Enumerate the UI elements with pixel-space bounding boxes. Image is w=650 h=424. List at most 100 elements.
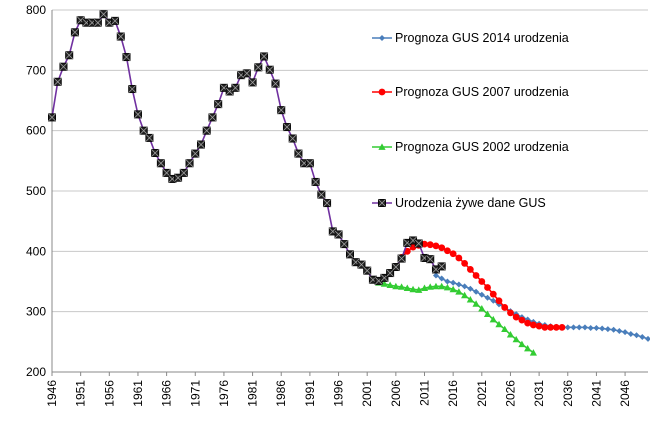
data-point-diamond xyxy=(576,324,583,331)
legend-label: Prognoza GUS 2014 urodzenia xyxy=(395,31,569,45)
data-point-circle xyxy=(535,322,543,330)
x-tick-label: 2006 xyxy=(389,380,403,407)
data-point-triangle xyxy=(455,288,463,295)
data-point-circle xyxy=(426,241,434,249)
data-point-diamond xyxy=(627,330,634,337)
data-point-square xyxy=(282,123,291,132)
data-point-diamond xyxy=(484,294,491,301)
data-point-diamond xyxy=(473,288,480,295)
data-point-diamond xyxy=(478,291,485,298)
data-point-circle xyxy=(512,313,520,321)
y-tick-label: 200 xyxy=(26,365,46,379)
x-tick-label: 2026 xyxy=(503,380,517,407)
data-point-square xyxy=(93,18,102,27)
data-point-square xyxy=(294,149,303,158)
data-point-circle xyxy=(495,297,503,305)
data-point-circle xyxy=(432,242,440,250)
x-tick-label: 1991 xyxy=(303,380,317,407)
square-marker-cross xyxy=(76,16,85,25)
y-tick-label: 500 xyxy=(26,184,46,198)
square-marker-cross xyxy=(191,149,200,158)
data-point-triangle xyxy=(501,325,509,333)
data-point-circle xyxy=(518,316,526,324)
data-point-square xyxy=(397,254,406,263)
data-point-diamond xyxy=(432,272,439,279)
data-point-diamond xyxy=(461,283,468,290)
data-point-diamond xyxy=(616,327,623,334)
data-point-diamond xyxy=(450,279,457,286)
square-marker-cross xyxy=(145,134,154,142)
data-point-diamond xyxy=(587,324,594,331)
y-tick-label: 600 xyxy=(26,124,46,138)
data-point-triangle xyxy=(397,283,406,290)
data-point-circle xyxy=(409,243,417,251)
square-marker-cross xyxy=(397,254,406,263)
data-point-circle xyxy=(524,319,532,327)
data-point-square xyxy=(151,148,160,157)
data-point-diamond xyxy=(570,324,577,331)
data-point-diamond xyxy=(467,285,474,292)
data-point-circle xyxy=(466,266,474,273)
data-point-diamond xyxy=(593,324,600,331)
data-point-triangle xyxy=(392,282,400,290)
square-marker-cross xyxy=(93,18,102,27)
data-point-triangle xyxy=(518,340,526,348)
data-point-square xyxy=(254,63,263,72)
data-point-triangle xyxy=(483,310,492,317)
square-marker-cross xyxy=(288,134,297,143)
data-point-square xyxy=(70,28,79,37)
data-point-square xyxy=(179,168,188,177)
data-point-circle xyxy=(449,250,457,258)
data-point-diamond xyxy=(645,335,650,342)
data-point-square xyxy=(196,140,205,149)
data-point-square xyxy=(248,78,257,87)
data-point-square xyxy=(185,159,194,168)
data-point-square xyxy=(231,83,240,92)
data-point-diamond xyxy=(633,332,640,339)
square-marker-cross xyxy=(208,113,217,122)
data-point-diamond xyxy=(455,281,462,288)
data-point-square xyxy=(48,113,57,122)
legend-item: Urodzenia żywe dane GUS xyxy=(372,196,546,210)
data-point-square xyxy=(133,110,142,119)
data-point-square xyxy=(305,159,314,168)
x-tick-label: 1951 xyxy=(74,380,88,407)
data-point-triangle xyxy=(443,283,452,291)
data-point-circle xyxy=(501,304,509,311)
data-point-circle xyxy=(444,247,451,255)
data-point-triangle xyxy=(380,280,388,287)
x-tick-label: 1966 xyxy=(160,380,174,407)
legend-label: Prognoza GUS 2007 urodzenia xyxy=(395,85,569,99)
square-marker-cross xyxy=(65,51,74,60)
data-point-square xyxy=(99,10,108,19)
square-marker-cross xyxy=(242,69,251,78)
square-marker-cross xyxy=(271,79,280,88)
square-marker-cross xyxy=(346,250,354,259)
legend-item: Prognoza GUS 2014 urodzenia xyxy=(372,31,569,45)
series-3 xyxy=(375,279,537,356)
data-point-triangle xyxy=(403,284,411,292)
square-marker-cross xyxy=(162,169,171,177)
square-marker-cross xyxy=(437,262,446,271)
data-point-triangle xyxy=(461,291,469,299)
data-point-square xyxy=(391,263,400,272)
data-point-triangle xyxy=(432,282,440,290)
data-point-triangle xyxy=(506,330,515,338)
data-point-diamond xyxy=(599,325,606,332)
y-tick-label: 400 xyxy=(26,244,46,258)
x-axis-tick-labels: 1946 1951 1956 1961 1966 1971 1976 1981 1986 1991… xyxy=(45,372,632,407)
data-point-triangle xyxy=(512,335,520,343)
data-point-circle xyxy=(489,290,497,298)
data-point-circle xyxy=(421,240,428,248)
data-point-square xyxy=(414,239,423,248)
data-point-circle xyxy=(552,323,560,331)
legend: Prognoza GUS 2014 urodzenia Prognoza GUS … xyxy=(372,31,569,210)
square-marker-cross xyxy=(378,199,386,207)
data-point-square xyxy=(242,69,251,78)
data-point-circle xyxy=(507,309,514,317)
square-marker-cross xyxy=(294,149,303,158)
gridlines xyxy=(52,9,648,373)
square-marker-cross xyxy=(248,78,257,87)
square-marker-cross xyxy=(99,10,108,19)
y-axis-tick-labels: 200 300 400 500 600 700 800 xyxy=(26,3,46,379)
